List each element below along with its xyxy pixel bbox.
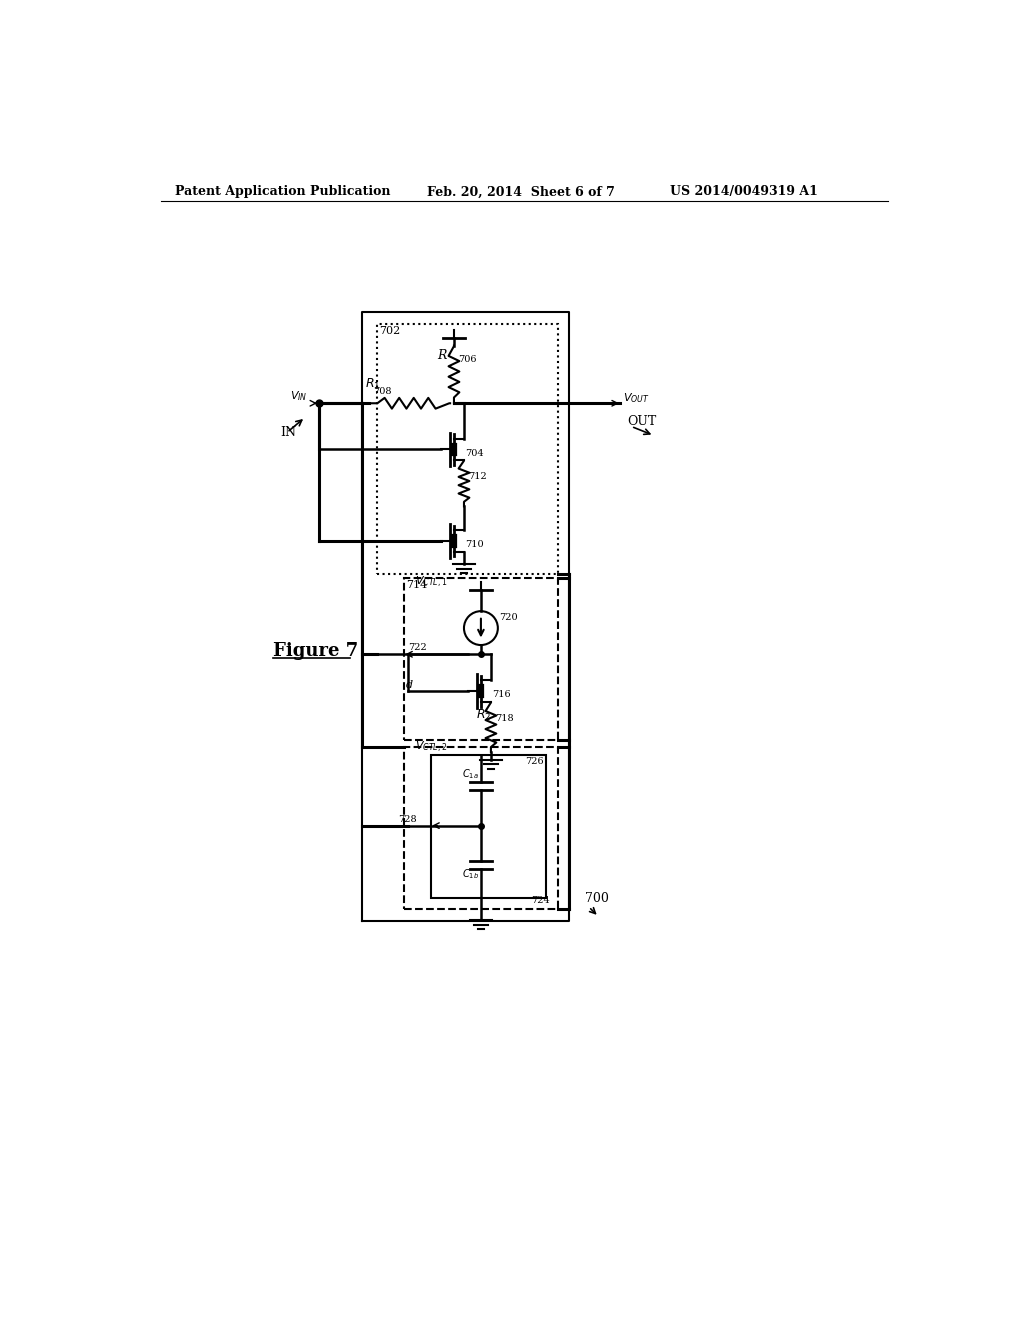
Text: $V_{OUT}$: $V_{OUT}$ <box>623 391 649 405</box>
Text: $V_{CTL,1}$: $V_{CTL,1}$ <box>416 574 447 590</box>
Text: Patent Application Publication: Patent Application Publication <box>175 185 391 198</box>
Text: Feb. 20, 2014  Sheet 6 of 7: Feb. 20, 2014 Sheet 6 of 7 <box>427 185 614 198</box>
Text: 718: 718 <box>495 714 513 723</box>
Text: 710: 710 <box>466 540 484 549</box>
Text: 708: 708 <box>373 387 391 396</box>
Bar <box>377 323 558 574</box>
Text: 704: 704 <box>466 449 484 458</box>
Text: $C_{1b}$: $C_{1b}$ <box>462 867 479 880</box>
Text: 702: 702 <box>379 326 400 337</box>
Text: d: d <box>406 680 413 690</box>
Bar <box>403 578 558 739</box>
Text: 724: 724 <box>531 896 550 906</box>
Text: $V_{CTL,2}$: $V_{CTL,2}$ <box>416 741 447 755</box>
Text: 720: 720 <box>500 614 518 623</box>
Text: 706: 706 <box>458 355 476 364</box>
Text: R: R <box>437 350 446 363</box>
Text: 712: 712 <box>468 473 486 482</box>
Text: $V_{IN}$: $V_{IN}$ <box>290 389 307 403</box>
Text: $C_{1a}$: $C_{1a}$ <box>462 767 478 780</box>
Bar <box>431 755 547 898</box>
Text: OUT: OUT <box>628 414 656 428</box>
Text: IN: IN <box>281 425 297 438</box>
Text: 722: 722 <box>408 643 427 652</box>
Text: 726: 726 <box>524 756 544 766</box>
Text: 728: 728 <box>397 814 417 824</box>
Text: 716: 716 <box>493 690 511 700</box>
Text: 700: 700 <box>585 892 608 906</box>
Text: Figure 7: Figure 7 <box>273 643 358 660</box>
Text: $R_2$: $R_2$ <box>475 708 490 723</box>
Text: $R_1$: $R_1$ <box>366 378 381 392</box>
Bar <box>403 747 558 909</box>
Text: 714: 714 <box>407 581 427 590</box>
Text: US 2014/0049319 A1: US 2014/0049319 A1 <box>670 185 817 198</box>
